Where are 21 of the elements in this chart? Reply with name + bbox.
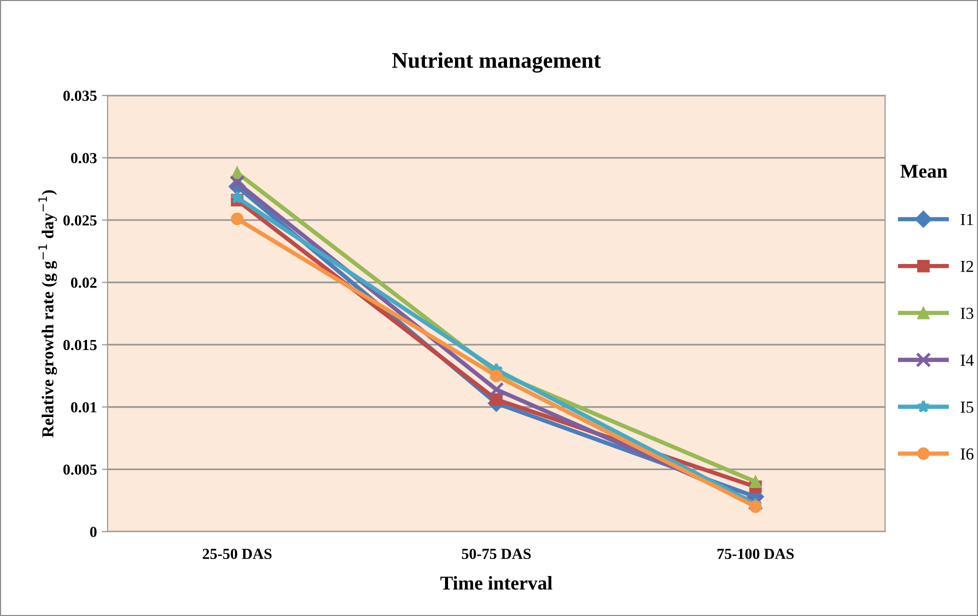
y-tick-label: 0.005: [63, 464, 97, 475]
y-tick-label: 0.03: [71, 152, 97, 164]
chart-title: Nutrient management: [392, 52, 601, 73]
legend-label: I2: [960, 260, 974, 272]
x-tick-label: 75-100 DAS: [718, 548, 794, 560]
legend-title: Mean: [900, 164, 948, 178]
legend-label: I6: [960, 448, 974, 460]
x-axis-title: Time interval: [440, 576, 552, 590]
legend-label: I3: [960, 308, 974, 319]
legend-label: I1: [960, 214, 973, 226]
legend-label: I4: [960, 354, 974, 366]
y-tick-label: 0.02: [71, 278, 97, 288]
y-tick-label: 0.035: [63, 90, 97, 101]
y-tick-label: 0.015: [63, 340, 97, 350]
y-tick-label: 0.025: [63, 215, 97, 226]
y-tick-label: 0.01: [71, 402, 96, 413]
legend-label: I5: [960, 402, 974, 413]
x-tick-label: 50-75 DAS: [462, 548, 531, 560]
y-tick-label: 0: [90, 526, 97, 538]
x-tick-label: 25-50 DAS: [202, 548, 272, 560]
y-axis-title: Relative growth rate (g g$^{−1}$ day$^{−1}$): [38, 190, 57, 438]
